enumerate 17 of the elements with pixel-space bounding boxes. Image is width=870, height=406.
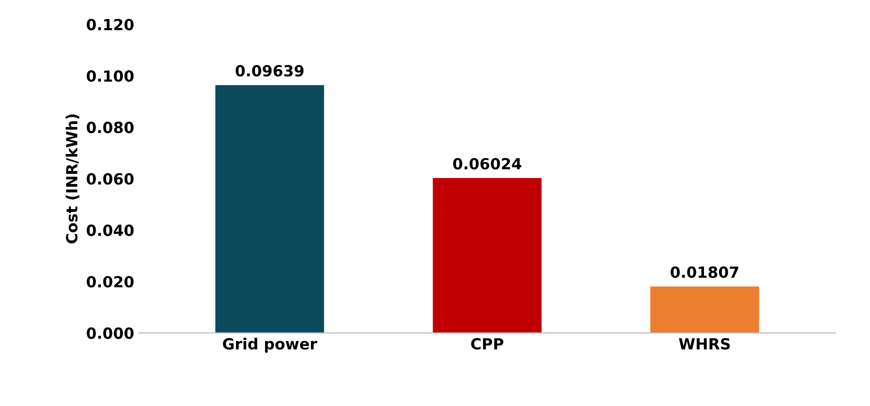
- x-tick-label: Grid power: [222, 338, 318, 353]
- x-tick-label: CPP: [471, 338, 504, 350]
- y-tick-label: 0.120: [86, 18, 134, 30]
- bar: [650, 286, 760, 333]
- y-tick-label: 0.000: [86, 327, 134, 339]
- data-label: 0.01807: [670, 266, 738, 278]
- bar: [432, 178, 542, 333]
- data-label: 0.06024: [453, 158, 522, 170]
- y-tick-label: 0.060: [86, 173, 134, 185]
- y-axis-title: Cost (INR/kWh): [66, 114, 80, 244]
- y-tick-label: 0.020: [86, 276, 134, 288]
- bar: [215, 85, 324, 333]
- data-label: 0.09639: [236, 64, 304, 77]
- y-tick-label: 0.080: [86, 122, 134, 134]
- y-tick-label: 0.040: [86, 224, 134, 236]
- y-tick-label: 0.100: [86, 70, 134, 82]
- x-tick-label: WHRS: [678, 338, 730, 350]
